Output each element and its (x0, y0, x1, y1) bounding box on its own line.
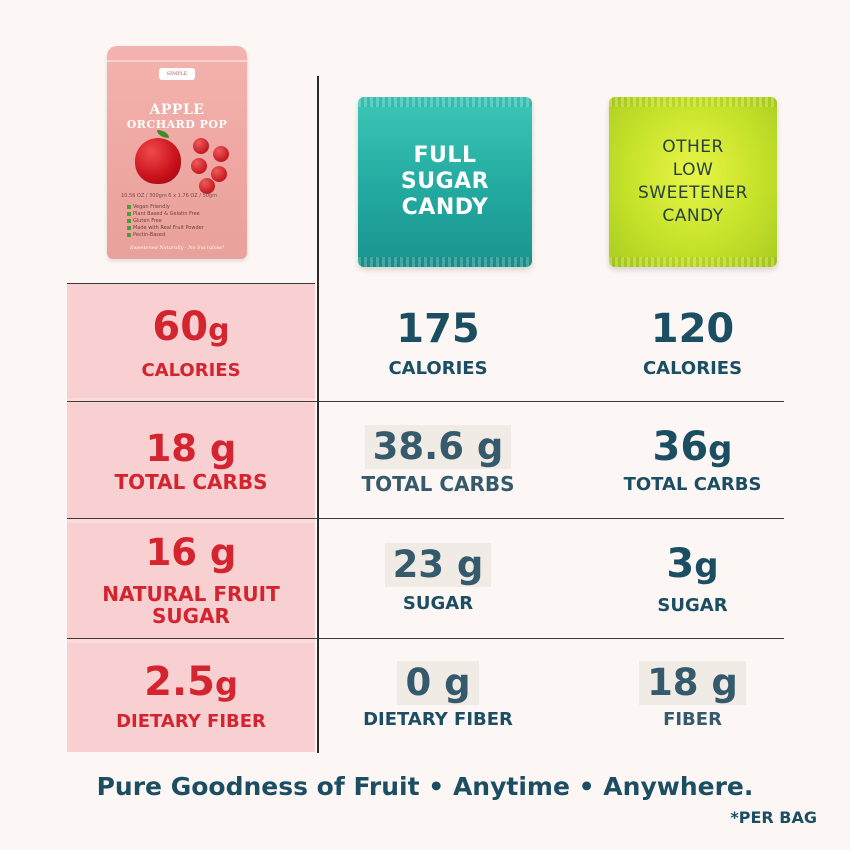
metric-value: 23 g (384, 543, 492, 587)
bag-text-line: SWEETENER (638, 183, 748, 203)
bag-text-line: OTHER (662, 137, 724, 157)
metric-label: TOTAL CARBS (114, 470, 268, 494)
metric-value: 18 g (145, 427, 237, 470)
apple-calories-cell: 60g CALORIES (67, 290, 315, 395)
gummy-apple-icon (191, 158, 207, 174)
metric-label: DIETARY FIBER (363, 709, 513, 730)
full-sugar-sugar-cell: 23 g SUGAR (319, 525, 557, 633)
metric-value: 60g (152, 303, 230, 350)
gummy-apple-icon (193, 138, 209, 154)
per-bag-footnote: *PER BAG (730, 808, 817, 827)
column-divider (317, 76, 319, 753)
full-sugar-carbs-cell: 38.6 g TOTAL CARBS (319, 410, 557, 510)
metric-value: 16 g (145, 531, 237, 574)
bag-claims-list: Vegan Friendly Plant Based & Gelatin Fre… (127, 204, 237, 239)
low-sweetener-carbs-cell: 36g TOTAL CARBS (570, 410, 815, 510)
metric-value: 175 (396, 305, 480, 352)
gummy-apple-icon (211, 166, 227, 182)
metric-value: 36g (652, 424, 733, 470)
highlight-column (67, 283, 315, 752)
apple-orchard-pop-bag: SIMPLE APPLE ORCHARD POP 10.56 OZ / 300g… (107, 46, 247, 259)
metric-value: 120 (650, 305, 735, 352)
metric-label: TOTAL CARBS (623, 474, 762, 495)
full-sugar-candy-bag: FULL SUGAR CANDY (358, 97, 532, 267)
metric-label-line1: NATURAL FRUIT (102, 582, 280, 606)
row-divider (67, 638, 784, 639)
low-sweetener-fiber-cell: 18 g FIBER (570, 646, 815, 746)
bag-brand-label: SIMPLE (159, 68, 195, 80)
bag-zipper (107, 60, 247, 62)
metric-label-line2: SUGAR (152, 604, 230, 628)
low-sweetener-sugar-cell: 3g SUGAR (570, 525, 815, 633)
row-divider (67, 401, 784, 402)
full-sugar-fiber-cell: 0 g DIETARY FIBER (319, 646, 557, 746)
metric-label: SUGAR (657, 595, 728, 616)
apple-fiber-cell: 2.5g DIETARY FIBER (67, 646, 315, 746)
metric-label: CALORIES (642, 357, 743, 379)
metric-value: 0 g (397, 661, 479, 705)
footer-tagline: Pure Goodness of Fruit • Anytime • Anywh… (96, 772, 754, 801)
bag-text-line: FULL (413, 143, 477, 168)
gummy-apple-icon (213, 146, 229, 162)
apple-carbs-cell: 18 g TOTAL CARBS (67, 410, 315, 510)
metric-value: 38.6 g (364, 425, 512, 469)
bag-text-line: CANDY (401, 195, 489, 220)
gummy-apple-icon (199, 178, 215, 194)
bag-text-line: LOW (672, 160, 714, 180)
metric-label: SUGAR (402, 593, 474, 614)
metric-label: TOTAL CARBS (361, 472, 515, 496)
bag-tagline: Sweetened Naturally · No Sucralose! (129, 245, 225, 251)
bag-product-name-line1: APPLE (149, 102, 205, 118)
bag-claim: Made with Real Fruit Powder (127, 225, 237, 232)
bag-claim: Vegan Friendly (127, 204, 237, 211)
row-divider (67, 518, 784, 519)
bag-product-name-line2: ORCHARD POP (126, 118, 228, 131)
metric-label: DIETARY FIBER (116, 711, 266, 732)
low-sweetener-candy-bag: OTHER LOW SWEETENER CANDY (609, 97, 777, 267)
bag-net-weight: 10.56 OZ / 300gm 6 x 1.76 OZ / 50gm (121, 193, 217, 199)
metric-label: CALORIES (388, 357, 488, 379)
metric-label: FIBER (663, 709, 722, 730)
bag-claim: Plant Based & Gelatin Free (127, 211, 237, 218)
metric-value: 3g (666, 541, 719, 587)
row-divider (67, 283, 315, 284)
metric-label: CALORIES (141, 359, 241, 381)
metric-value: 18 g (639, 661, 746, 705)
metric-value: 2.5g (144, 659, 238, 705)
full-sugar-calories-cell: 175 CALORIES (319, 290, 557, 395)
bag-text-line: SUGAR (400, 169, 490, 194)
bag-claim: Gluten Free (127, 218, 237, 225)
apple-sugar-cell: 16 g NATURAL FRUIT SUGAR (67, 525, 315, 633)
bag-claim: Pectin-Based (127, 232, 237, 239)
low-sweetener-calories-cell: 120 CALORIES (570, 290, 815, 395)
bag-text-line: CANDY (662, 206, 724, 226)
apple-illustration (135, 130, 181, 184)
